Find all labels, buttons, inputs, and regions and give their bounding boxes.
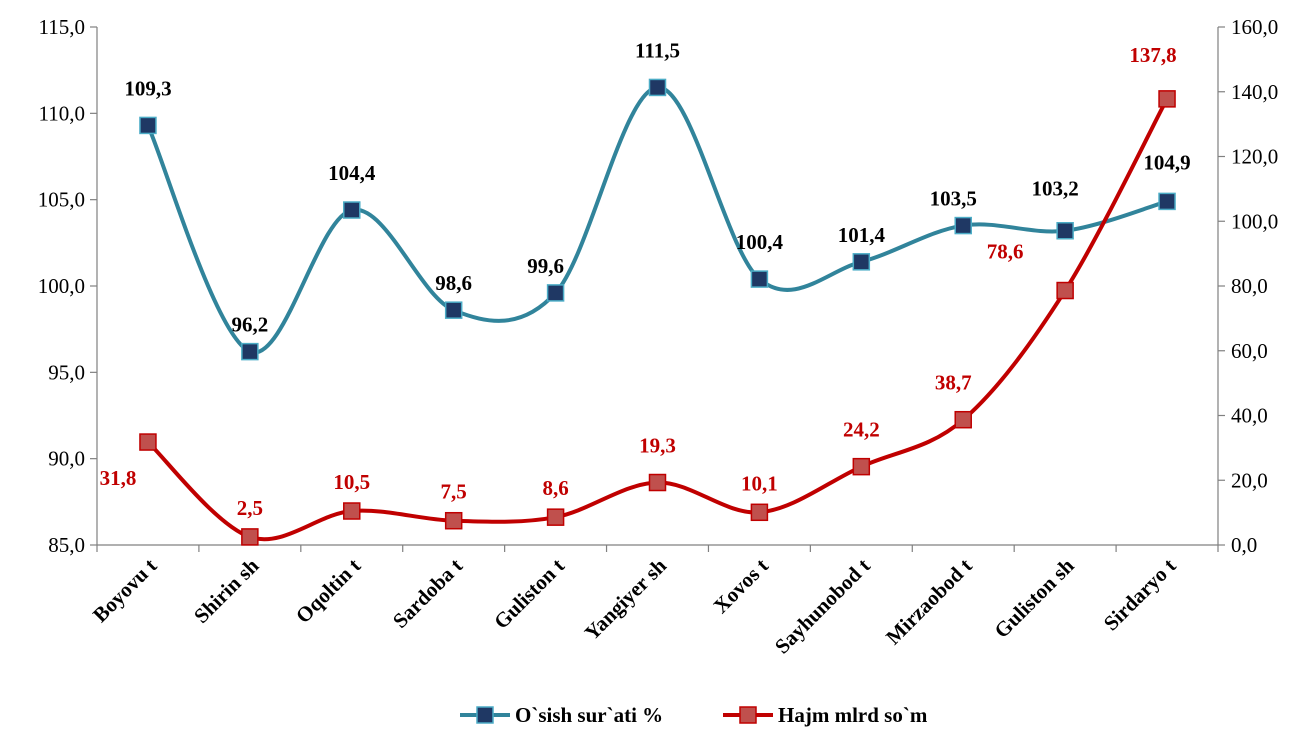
category-label: Guliston t (489, 554, 569, 634)
data-label-growth: 99,6 (527, 254, 564, 278)
data-label-growth: 103,2 (1032, 177, 1079, 201)
category-label: Boyovu t (88, 554, 161, 627)
y-left-tick-label: 115,0 (39, 15, 85, 39)
data-label-volume: 2,5 (237, 496, 263, 520)
data-label-growth: 101,4 (838, 223, 886, 247)
data-point-growth (343, 201, 361, 219)
category-label: Yangiyer sh (580, 553, 672, 645)
category-label: Xovos t (709, 554, 773, 618)
data-label-volume: 137,8 (1129, 43, 1176, 67)
y-right-tick-label: 160,0 (1231, 15, 1278, 39)
category-label: Mirzaobod t (881, 554, 977, 650)
legend-label-growth: O`sish sur`ati % (515, 703, 663, 727)
data-point-growth (546, 284, 565, 302)
data-point-volume (343, 502, 361, 520)
data-point-growth (1158, 192, 1176, 211)
data-label-volume: 8,6 (542, 476, 568, 500)
data-label-volume: 10,1 (741, 471, 778, 495)
data-point-volume (1056, 281, 1074, 300)
category-label: Sayhunobod t (770, 554, 875, 659)
data-label-volume: 7,5 (441, 480, 467, 504)
data-point-volume (1158, 90, 1176, 108)
data-point-volume (241, 528, 259, 546)
data-label-growth: 103,5 (930, 187, 977, 211)
y-right-tick-label: 20,0 (1231, 468, 1268, 492)
category-label: Sardoba t (388, 554, 467, 633)
data-point-volume (852, 457, 871, 476)
series-markers (139, 78, 1176, 546)
y-right-tick-label: 0,0 (1231, 533, 1257, 557)
y-left-tick-label: 85,0 (48, 533, 85, 557)
data-point-volume (139, 433, 157, 451)
y-right-tick-label: 120,0 (1231, 145, 1278, 169)
legend: O`sish sur`ati % Hajm mlrd so`m (460, 703, 928, 727)
data-point-volume (750, 503, 769, 522)
data-point-growth (852, 253, 871, 271)
y-left-tick-label: 110,0 (39, 101, 85, 125)
data-label-volume: 38,7 (935, 371, 972, 395)
y-left-tick-label: 90,0 (48, 447, 85, 471)
data-label-growth: 104,9 (1143, 150, 1190, 174)
y-right-tick-label: 140,0 (1231, 80, 1278, 104)
data-label-growth: 96,2 (231, 313, 268, 337)
category-label: Sirdaryo t (1099, 554, 1181, 636)
data-point-volume (648, 473, 667, 492)
data-label-volume: 78,6 (987, 240, 1024, 264)
y-right-tick-label: 100,0 (1231, 209, 1278, 233)
data-label-volume: 31,8 (100, 466, 137, 490)
data-point-growth (1056, 221, 1074, 240)
series-lines (145, 85, 1170, 542)
data-label-growth: 98,6 (435, 271, 472, 295)
data-label-volume: 10,5 (333, 470, 370, 494)
data-label-growth: 104,4 (328, 161, 376, 185)
category-label: Guliston sh (989, 553, 1078, 642)
y-left-tick-label: 100,0 (38, 274, 85, 298)
series-line-growth (145, 85, 1170, 355)
data-point-volume (444, 511, 463, 530)
legend-label-volume: Hajm mlrd so`m (778, 703, 928, 727)
tick-labels: 85,0 90,0 95,0 100,0 105,0 110,0 115,0 0,0 20,0 4… (38, 15, 1279, 557)
data-label-growth: 100,4 (736, 230, 784, 254)
data-point-growth (750, 270, 769, 288)
data-point-growth (648, 78, 667, 97)
data-point-growth (241, 342, 259, 361)
data-point-growth (139, 116, 157, 135)
axes (90, 26, 1225, 552)
data-point-volume (954, 410, 972, 429)
y-left-tick-label: 105,0 (38, 188, 85, 212)
data-label-volume: 24,2 (843, 418, 880, 442)
data-label-growth: 111,5 (635, 38, 680, 62)
category-labels: Boyovu t Shirin sh Oqoltin t Sardoba t Gulis… (88, 553, 1181, 658)
y-right-tick-label: 80,0 (1231, 274, 1268, 298)
category-label: Oqoltin t (291, 554, 365, 628)
legend-marker-growth (476, 706, 494, 724)
y-right-tick-label: 60,0 (1231, 339, 1268, 363)
y-right-tick-label: 40,0 (1231, 404, 1268, 428)
data-point-volume (546, 508, 565, 526)
data-label-volume: 19,3 (639, 434, 676, 458)
data-labels: 109,3 96,2 104,4 98,6 99,6 111,5 100,4 101,4 103… (100, 38, 1191, 519)
y-left-tick-label: 95,0 (48, 360, 85, 384)
category-label: Shirin sh (189, 553, 264, 628)
series-line-volume (145, 96, 1170, 542)
legend-marker-volume (739, 706, 757, 724)
data-point-growth (444, 301, 463, 319)
data-point-growth (954, 216, 972, 235)
data-label-growth: 109,3 (124, 76, 171, 100)
